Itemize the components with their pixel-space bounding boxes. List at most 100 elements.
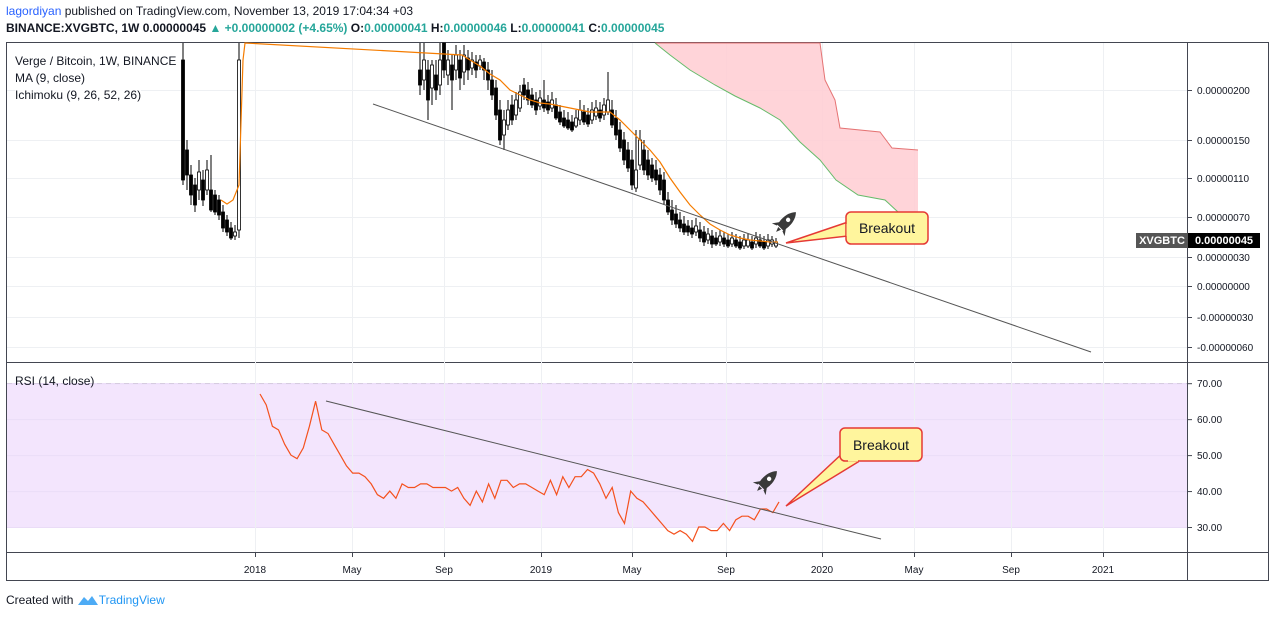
candle <box>690 220 694 238</box>
candle-body <box>738 241 742 249</box>
chart-title: Verge / Bitcoin, 1W, BINANCE <box>15 54 177 68</box>
candle-body <box>638 139 642 166</box>
candle-body <box>522 84 526 96</box>
open-value: 0.00000041 <box>364 21 428 35</box>
high-value: 0.00000046 <box>443 21 507 35</box>
candle-body <box>630 159 634 186</box>
tradingview-logo-icon[interactable] <box>77 594 99 609</box>
candle <box>602 98 606 120</box>
candle <box>658 168 662 195</box>
candle <box>458 50 462 90</box>
candle <box>642 140 646 175</box>
candle-body <box>534 99 538 111</box>
candle <box>205 160 209 195</box>
price-tick-label: -0.00000030 <box>1197 313 1254 324</box>
candle-body <box>205 169 209 191</box>
candle-body <box>706 233 710 241</box>
candle-body <box>750 241 754 249</box>
candle <box>662 172 666 205</box>
candle-body <box>570 121 574 131</box>
candle-body <box>642 149 646 171</box>
candle-body <box>650 164 654 179</box>
candle-body <box>590 109 594 121</box>
candle <box>225 215 229 236</box>
time-tick-label: 2021 <box>1092 565 1115 576</box>
candle-body <box>730 237 734 245</box>
candle-body <box>610 109 614 126</box>
ichimoku-cloud <box>654 42 919 219</box>
candle-body <box>578 109 582 121</box>
candle <box>442 42 446 78</box>
candle-body <box>554 104 558 119</box>
candle <box>470 52 474 75</box>
created-with: Created with <box>6 593 74 607</box>
rsi-legend[interactable]: RSI (14, close) <box>15 374 95 388</box>
candle-body <box>526 89 530 101</box>
candle <box>554 98 558 120</box>
candle-body <box>185 149 189 176</box>
ichimoku-legend[interactable]: Ichimoku (9, 26, 52, 26) <box>15 88 142 102</box>
candle-body <box>518 91 522 109</box>
candle-body <box>614 117 618 136</box>
cloud-leading-span-a <box>655 42 919 151</box>
candle-body <box>546 101 550 111</box>
last-price: 0.00000045 <box>142 21 207 35</box>
chart-frame <box>6 42 1269 581</box>
time-tick-label: Sep <box>717 565 735 576</box>
candle-body <box>626 149 630 169</box>
candle <box>678 212 682 232</box>
candle-body <box>474 61 478 71</box>
close-value: 0.00000045 <box>601 21 665 35</box>
candle-body <box>566 119 570 129</box>
candle <box>558 105 562 125</box>
candle <box>466 50 470 80</box>
candle <box>542 80 546 112</box>
candle <box>438 43 442 95</box>
time-tick-label: May <box>343 565 362 576</box>
candle-body <box>746 239 750 247</box>
candle <box>714 232 718 246</box>
candle <box>670 200 674 225</box>
candle <box>181 43 185 185</box>
candle-body <box>498 109 502 141</box>
candle <box>666 192 670 215</box>
candle <box>506 100 510 130</box>
low-value: 0.00000041 <box>521 21 586 35</box>
candle-body <box>422 59 426 81</box>
price-tick-label: 0.00000150 <box>1197 136 1250 147</box>
candle-body <box>562 117 566 127</box>
candle-body <box>574 117 578 127</box>
candle-body <box>674 213 678 225</box>
author-link[interactable]: lagordiyan <box>6 4 62 18</box>
candle-body <box>470 59 474 69</box>
candle <box>638 130 642 170</box>
candle <box>185 140 189 190</box>
candle-body <box>598 109 602 119</box>
breakout-callout-rsi: Breakout <box>785 427 923 507</box>
ma-legend[interactable]: MA (9, close) <box>15 71 86 85</box>
candle-body <box>494 87 498 116</box>
candle <box>618 122 622 152</box>
candle-body <box>189 174 193 196</box>
candle <box>718 230 722 246</box>
candle <box>626 142 630 172</box>
candle <box>526 82 530 105</box>
candle-body <box>538 97 542 107</box>
candle <box>418 43 422 95</box>
price-trendline <box>372 103 1092 353</box>
candle <box>462 45 466 85</box>
candle-body <box>682 223 686 233</box>
price-axis: 0.00000200 0.00000150 0.00000110 0.00000070… <box>1187 86 1254 354</box>
tradingview-link[interactable]: TradingView <box>98 593 165 607</box>
candle <box>193 178 197 212</box>
price-tag-value: 0.00000045 <box>1195 235 1253 247</box>
candle <box>502 110 506 150</box>
grid <box>7 43 1187 552</box>
candle-body <box>434 74 438 91</box>
symbol-label: BINANCE:XVGBTC, 1W <box>6 21 140 35</box>
candle-body <box>758 239 762 247</box>
candle-body <box>510 104 514 121</box>
ma-line <box>220 42 778 243</box>
time-tick-label: 2020 <box>811 565 834 576</box>
